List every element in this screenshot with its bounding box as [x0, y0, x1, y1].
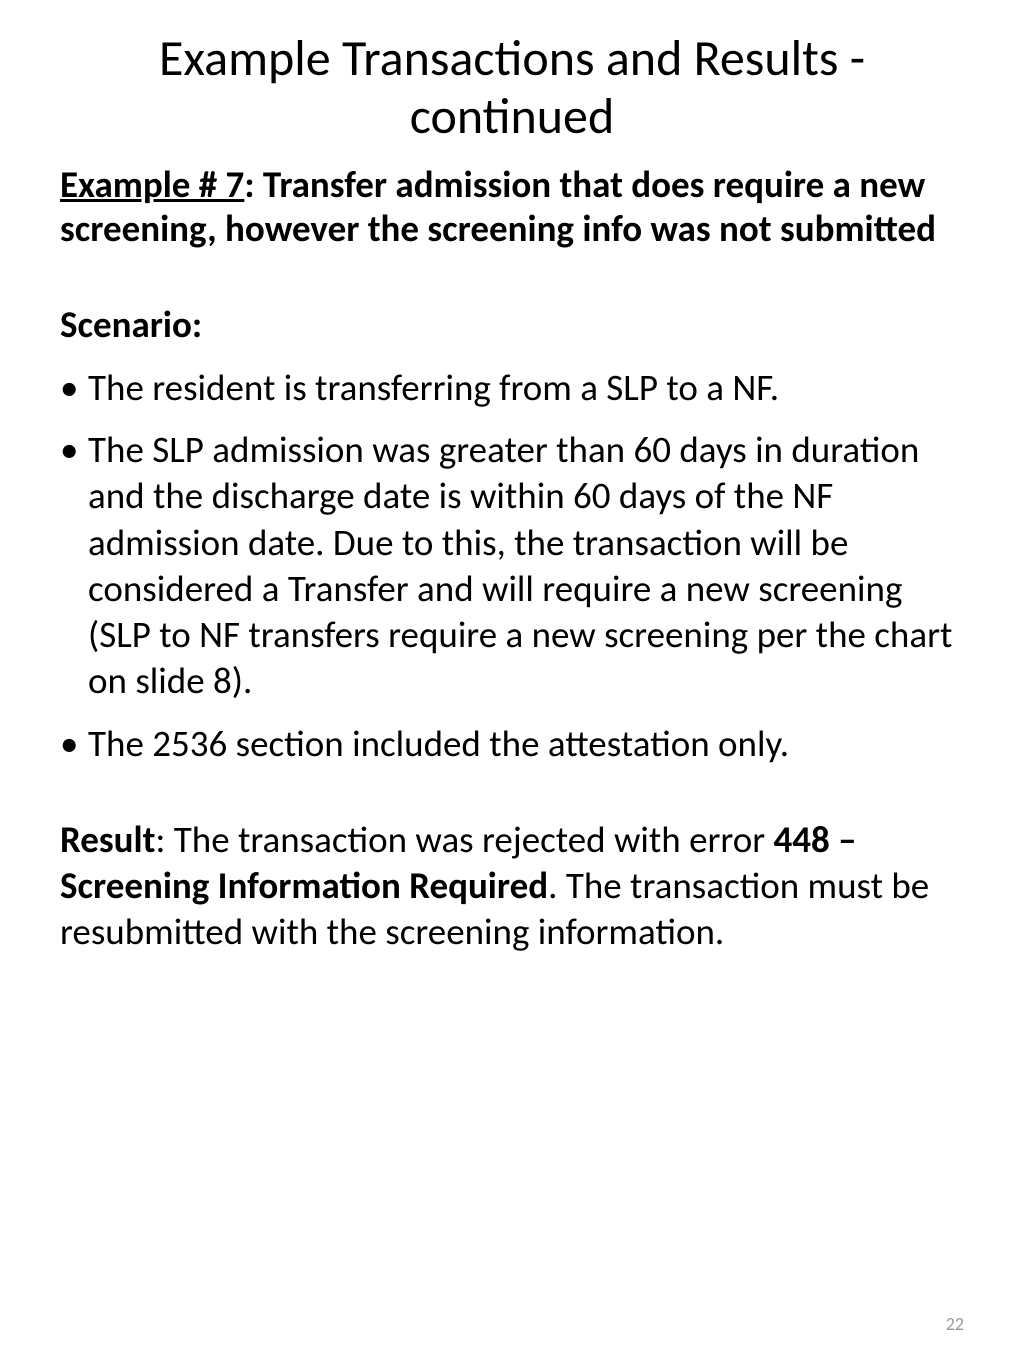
page-number: 22: [946, 1313, 964, 1335]
scenario-label: Scenario:: [60, 302, 964, 347]
bullet-item: The SLP admission was greater than 60 da…: [60, 427, 964, 705]
bullet-item: The resident is transferring from a SLP …: [60, 365, 964, 411]
bullet-item: The 2536 section included the attestatio…: [60, 721, 964, 767]
example-number: Example # 7: [60, 162, 244, 207]
slide-title: Example Transactions and Results - conti…: [60, 30, 964, 145]
result-label: Result: [60, 817, 155, 862]
result-paragraph: Result: The transaction was rejected wit…: [60, 817, 964, 956]
scenario-bullets: The resident is transferring from a SLP …: [60, 365, 964, 767]
example-subtitle: Example # 7: Transfer admission that doe…: [60, 163, 964, 252]
result-text-1: : The transaction was rejected with erro…: [155, 817, 773, 862]
